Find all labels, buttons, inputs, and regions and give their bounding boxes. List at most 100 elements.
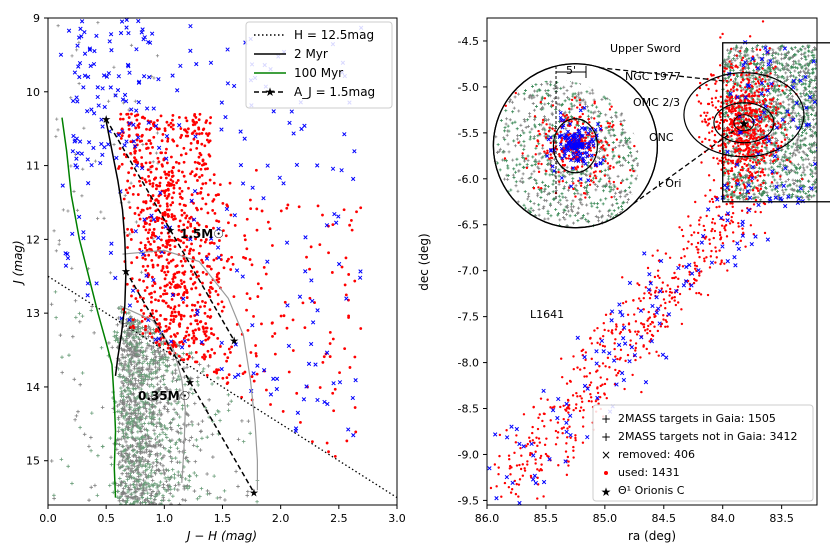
used-point — [205, 273, 208, 276]
used-point — [167, 239, 170, 242]
used-point — [142, 257, 145, 260]
plus-point — [817, 87, 820, 90]
plus-point — [755, 85, 758, 88]
used-point — [144, 258, 147, 261]
removed-point — [86, 181, 90, 185]
plus-point — [197, 422, 201, 426]
plus-point — [785, 88, 788, 91]
used-point — [344, 284, 347, 287]
used-point — [161, 299, 164, 302]
used-point — [260, 322, 263, 325]
used-point — [159, 287, 162, 290]
plus-point — [756, 146, 759, 149]
plus-point — [756, 54, 759, 57]
used-point — [318, 243, 321, 246]
plus-point — [162, 406, 166, 410]
used-point — [186, 291, 189, 294]
plus-point — [118, 477, 122, 481]
plus-point — [807, 190, 810, 193]
plus-point — [60, 458, 64, 462]
plus-point — [812, 118, 815, 121]
plus-point — [184, 477, 188, 481]
used-point — [210, 281, 213, 284]
removed-point — [225, 207, 229, 211]
used-point — [152, 232, 155, 235]
plus-point — [151, 465, 155, 469]
plus-point — [762, 64, 765, 67]
used-point — [204, 333, 207, 336]
used-point — [167, 215, 170, 218]
removed-point — [156, 236, 160, 240]
plus-point — [763, 85, 766, 88]
used-point — [227, 221, 230, 224]
used-point — [194, 123, 197, 126]
y-tick-label: 11 — [26, 160, 40, 173]
used-point — [202, 128, 205, 131]
removed-point — [110, 242, 114, 246]
plus-point — [150, 468, 154, 472]
plus-point — [96, 217, 99, 220]
plus-point — [125, 403, 129, 407]
used-point — [769, 98, 771, 100]
plus-point — [110, 463, 114, 467]
used-point — [331, 271, 334, 274]
plus-point — [143, 422, 147, 426]
used-point — [271, 335, 274, 338]
used-point — [178, 162, 181, 165]
used-point — [192, 131, 195, 134]
plus-point — [826, 48, 829, 51]
plus-point — [824, 153, 827, 156]
reddening-star-icon: ★ — [165, 224, 175, 237]
plus-point — [822, 155, 825, 158]
plus-point — [826, 66, 829, 69]
used-point — [247, 329, 250, 332]
used-point — [709, 200, 711, 202]
plus-point — [824, 164, 827, 167]
used-point — [198, 176, 201, 179]
used-point — [203, 144, 206, 147]
plus-point — [826, 151, 829, 154]
used-point — [140, 156, 143, 159]
plus-point — [161, 361, 165, 365]
used-point — [727, 170, 729, 172]
used-point — [159, 182, 162, 185]
plus-point — [55, 249, 58, 252]
used-point — [771, 181, 773, 183]
plus-point — [148, 440, 152, 444]
used-point — [269, 227, 272, 230]
used-point — [126, 246, 129, 249]
used-point — [146, 237, 149, 240]
used-point — [206, 167, 209, 170]
removed-point — [125, 18, 129, 22]
plus-point — [823, 83, 826, 86]
removed-point — [119, 31, 123, 35]
plus-point — [156, 382, 160, 386]
plus-point — [819, 182, 822, 185]
used-point — [193, 174, 196, 177]
used-point — [215, 290, 218, 293]
used-point — [217, 303, 220, 306]
plus-point — [101, 445, 105, 449]
plus-point — [802, 158, 805, 161]
used-point — [159, 314, 162, 317]
plus-point — [822, 83, 825, 86]
plus-point — [190, 436, 194, 440]
used-point — [295, 392, 298, 395]
used-point — [204, 312, 207, 315]
plus-point — [142, 451, 146, 455]
removed-point — [157, 77, 161, 81]
removed-point — [100, 142, 104, 146]
plus-point — [825, 57, 828, 60]
plus-point — [820, 63, 823, 66]
used-point — [741, 59, 743, 61]
used-point — [228, 348, 231, 351]
plus-point — [122, 487, 126, 491]
used-point — [200, 207, 203, 210]
plus-point — [174, 456, 178, 460]
plus-point — [142, 359, 146, 363]
used-point — [173, 215, 176, 218]
y-tick-label: 10 — [26, 86, 40, 99]
removed-point — [76, 44, 80, 48]
plus-point — [762, 61, 765, 64]
plus-point — [820, 165, 823, 168]
